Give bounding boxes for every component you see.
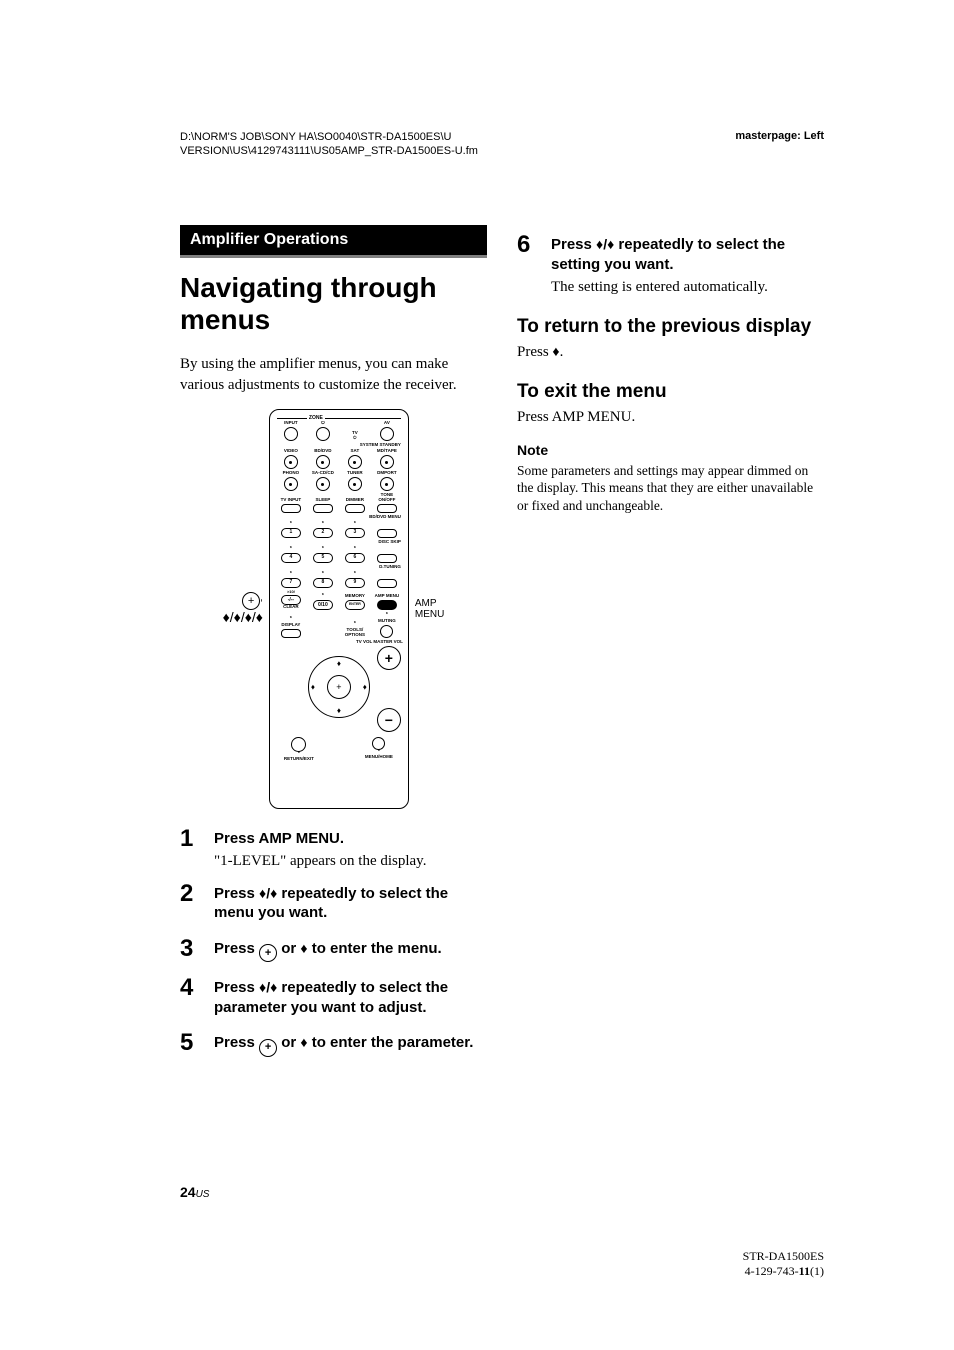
system-standby-label: SYSTEM STANDBY: [275, 443, 401, 448]
vol-minus-button: −: [377, 708, 401, 732]
step-6: 6 Press ♦/♦ repeatedly to select the set…: [517, 233, 824, 298]
page-region: US: [196, 1189, 210, 1200]
menu-label: MENU: [415, 609, 444, 620]
note-body: Some parameters and settings may appear …: [517, 462, 824, 515]
numpad-row-2: *4 *5 *6: [275, 547, 403, 564]
remote-row-2: VIDEO BD/DVD SAT MD/TAPE: [275, 449, 403, 469]
dpad-area: TV VOL MASTER VOL ♦ ♦ ♦ ♦ + + −: [275, 642, 403, 732]
numpad-row-1: *1 *2 *3: [275, 522, 403, 539]
dpad-ring: ♦ ♦ ♦ ♦ +: [308, 656, 370, 718]
right-column: 6 Press ♦/♦ repeatedly to select the set…: [517, 225, 824, 1071]
step-title: Press ♦/♦ repeatedly to select the menu …: [214, 884, 487, 923]
path-line-2: VERSION\US\4129743111\US05AMP_STR-DA1500…: [180, 145, 478, 157]
step-5: 5 Press + or ♦ to enter the parameter.: [180, 1031, 487, 1061]
step-title: Press ♦/♦ repeatedly to select the param…: [214, 978, 487, 1017]
path-line-1: D:\NORM'S JOB\SONY HA\SO0040\STR-DA1500E…: [180, 131, 451, 143]
step-title: Press AMP MENU.: [214, 829, 487, 849]
section-heading-bar: Amplifier Operations: [180, 225, 487, 258]
page-number: 24US: [180, 1184, 209, 1200]
subheading-return: To return to the previous display: [517, 316, 824, 339]
zone-label: ZONE: [277, 418, 401, 419]
step-4: 4 Press ♦/♦ repeatedly to select the par…: [180, 976, 487, 1021]
numpad-row-4: >10/-/--CLEAR *0/10 MEMORYENTER AMP MENU: [275, 590, 403, 610]
manual-page: D:\NORM'S JOB\SONY HA\SO0040\STR-DA1500E…: [0, 0, 954, 1350]
numpad-row-3: *7 *8 *9: [275, 572, 403, 589]
partno-pre: 4-129-743-: [745, 1264, 799, 1278]
remote-row-3: PHONO SA-CD/CD TUNER DMPORT: [275, 471, 403, 491]
page-number-value: 24: [180, 1184, 196, 1200]
dtuning-label: D.TUNING: [275, 565, 401, 570]
content-columns: Amplifier Operations Navigating through …: [180, 225, 824, 1071]
remote-row-4: TV INPUT SLEEP DIMMER TONE ON/OFF: [275, 493, 403, 513]
step-number: 5: [180, 1031, 202, 1061]
enter-icon: +: [259, 1039, 277, 1057]
enter-icon: +: [259, 944, 277, 962]
step-title: Press ♦/♦ repeatedly to select the setti…: [551, 235, 824, 274]
footer-model-info: STR-DA1500ES 4-129-743-11(1): [743, 1249, 824, 1280]
remote-diagram-row: +, ♦/♦/♦/♦ ZONE INPUT ⏻ TV⏻ AV SYSTEM ST…: [180, 409, 487, 809]
step-desc: "1-LEVEL" appears on the display.: [214, 852, 487, 872]
display-row: *DISPLAY *TOOLS/ OPTIONS *MUTING: [275, 613, 403, 637]
remote-control-illustration: ZONE INPUT ⏻ TV⏻ AV SYSTEM STANDBY VIDEO…: [269, 409, 409, 809]
amp-label: AMP: [415, 598, 437, 609]
subheading-exit: To exit the menu: [517, 381, 824, 404]
bottom-row: *RETURN/EXIT *MENU/HOME: [275, 736, 403, 762]
remote-row-1: INPUT ⏻ TV⏻ AV: [275, 421, 403, 441]
return-body: Press ♦.: [517, 342, 824, 362]
partno-post: (1): [810, 1264, 824, 1278]
exit-body: Press AMP MENU.: [517, 407, 824, 427]
step-title: Press + or ♦ to enter the menu.: [214, 939, 487, 963]
step-number: 6: [517, 233, 539, 298]
partno-bold: 11: [799, 1264, 810, 1278]
vol-plus-button: +: [377, 646, 401, 670]
step-title: Press + or ♦ to enter the parameter.: [214, 1033, 487, 1057]
page-title: Navigating through menus: [180, 272, 487, 336]
tvvol-label: TV VOL MASTER VOL: [356, 640, 403, 645]
callout-right: AMP MENU: [415, 598, 444, 620]
step-number: 4: [180, 976, 202, 1021]
step-number: 3: [180, 937, 202, 967]
header-masterpage: masterpage: Left: [735, 130, 824, 142]
model-number: STR-DA1500ES: [743, 1249, 824, 1263]
note-heading: Note: [517, 442, 824, 458]
step-number: 1: [180, 827, 202, 872]
step-desc: The setting is entered automatically.: [551, 278, 824, 298]
left-column: Amplifier Operations Navigating through …: [180, 225, 487, 1071]
enter-icon: +: [242, 592, 260, 610]
header-filepath: D:\NORM'S JOB\SONY HA\SO0040\STR-DA1500E…: [180, 130, 478, 159]
dpad-arrows-label: ♦/♦/♦/♦: [223, 609, 263, 625]
intro-paragraph: By using the amplifier menus, you can ma…: [180, 354, 487, 395]
step-number: 2: [180, 882, 202, 927]
step-1: 1 Press AMP MENU. "1-LEVEL" appears on t…: [180, 827, 487, 872]
bd-menu-label: BD/DVD MENU: [275, 515, 401, 520]
disc-skip-label: DISC SKIP: [275, 540, 401, 545]
step-3: 3 Press + or ♦ to enter the menu.: [180, 937, 487, 967]
callout-left: +, ♦/♦/♦/♦: [223, 592, 263, 625]
step-2: 2 Press ♦/♦ repeatedly to select the men…: [180, 882, 487, 927]
